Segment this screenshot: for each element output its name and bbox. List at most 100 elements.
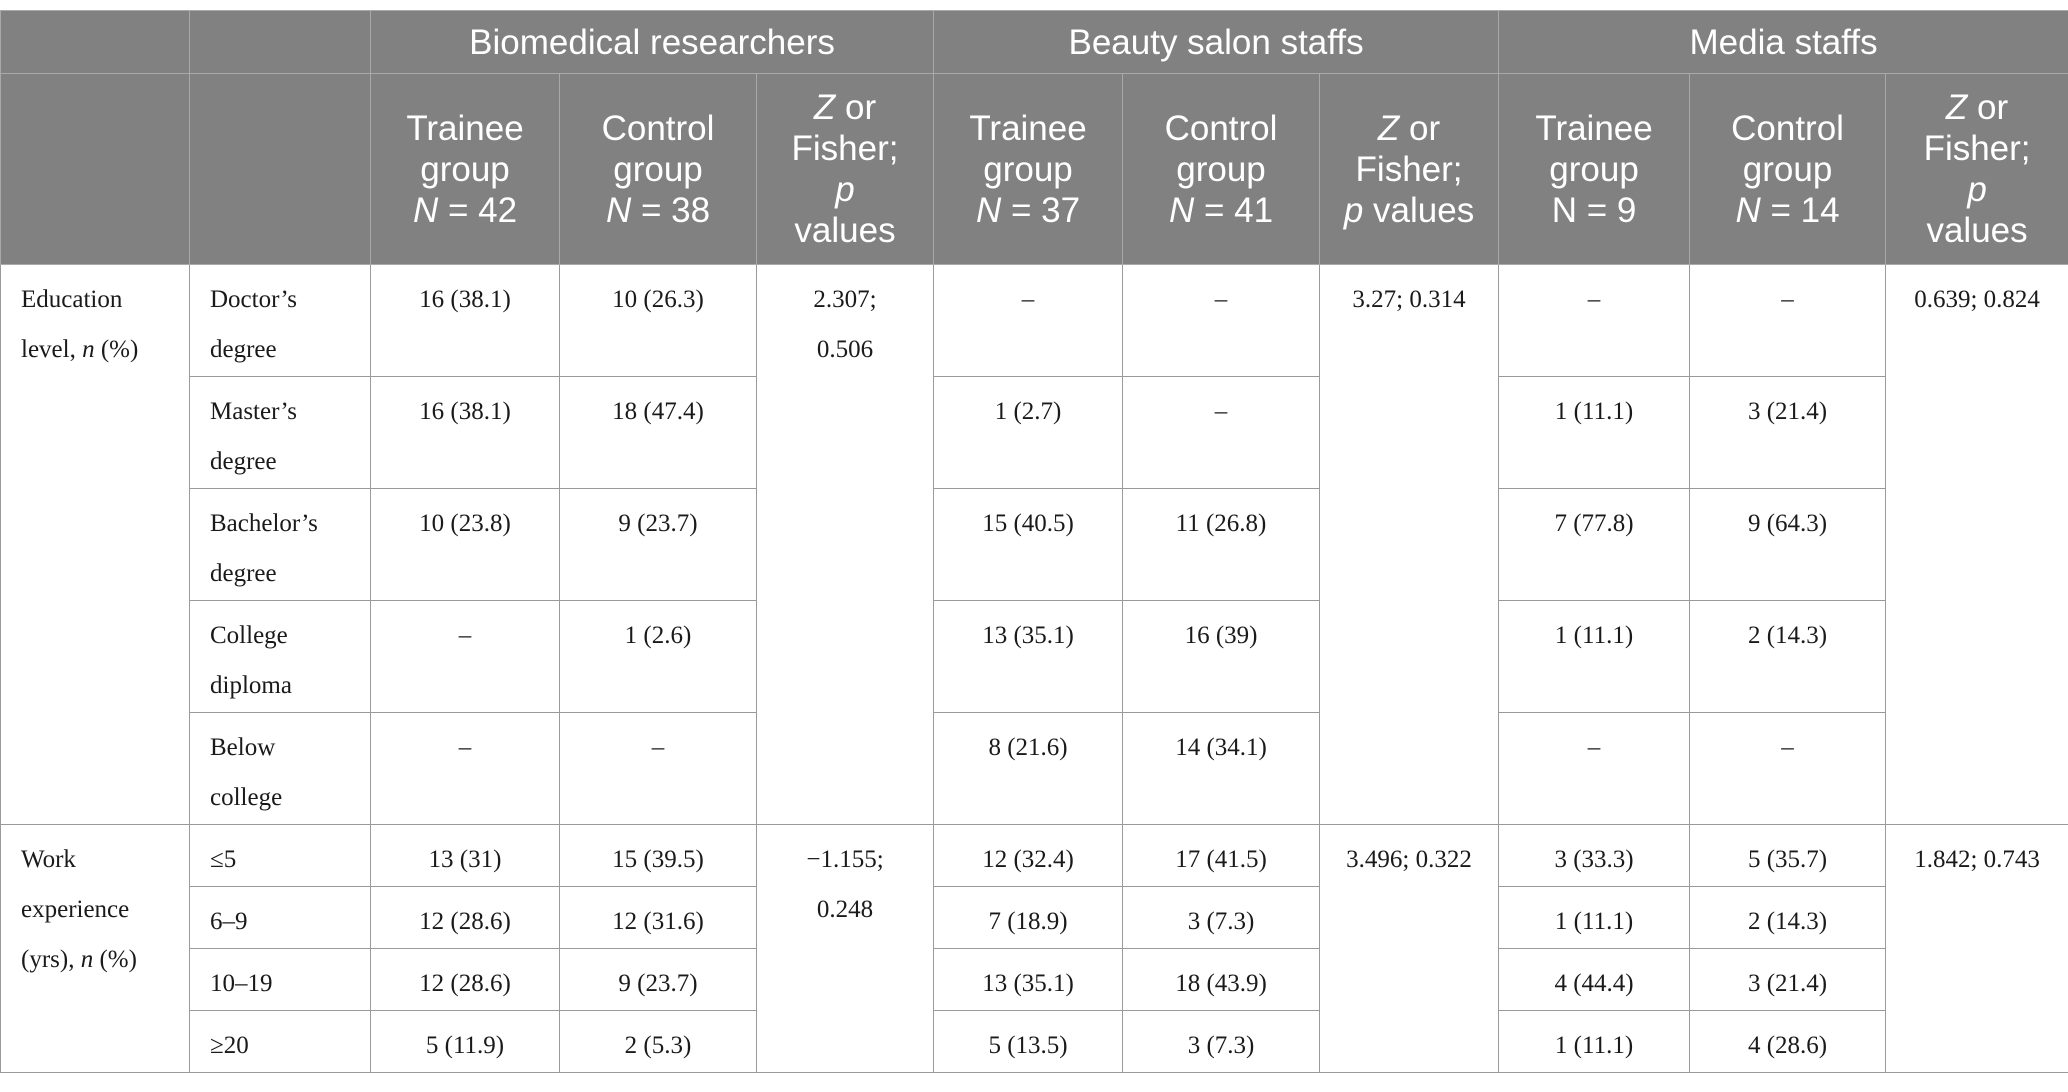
- cell: 3 (7.3): [1122, 886, 1321, 949]
- demographics-table: Biomedical researchers Beauty salon staf…: [0, 10, 2068, 1073]
- table-body: Education level, n (%) Doctor’s degree 16…: [0, 264, 2068, 1073]
- cell: –: [559, 712, 757, 825]
- stat-cell-bio-education: 2.307; 0.506: [755, 264, 935, 825]
- col-header-media-stat: Z or Fisher; p values: [1885, 73, 2068, 265]
- cell: –: [1689, 264, 1887, 377]
- cell: 7 (18.9): [933, 886, 1124, 949]
- cell: 4 (28.6): [1689, 1010, 1887, 1073]
- cell: 1 (11.1): [1498, 600, 1691, 713]
- sub-label: ≥20: [189, 1010, 371, 1073]
- cell: 9 (64.3): [1689, 488, 1887, 601]
- cell: 1 (11.1): [1498, 1010, 1691, 1073]
- group-header-biomedical: Biomedical researchers: [369, 10, 935, 74]
- cell: 3 (7.3): [1122, 1010, 1321, 1073]
- cell: 12 (32.4): [933, 824, 1124, 887]
- sub-label: 6–9: [189, 886, 371, 949]
- col-header-bio-stat: Z or Fisher; p values: [755, 73, 935, 265]
- table-row: Bachelor’s degree 10 (23.8) 9 (23.7) 15 (…: [1, 488, 2068, 601]
- col-header-media-trainee: Trainee group N = 9: [1498, 73, 1691, 265]
- col-header-beauty-trainee: Trainee group N = 37: [933, 73, 1124, 265]
- sub-label: Below college: [189, 712, 371, 825]
- table-row: Education level, n (%) Doctor’s degree 16…: [0, 264, 2068, 825]
- table-header: Biomedical researchers Beauty salon staf…: [0, 10, 2068, 265]
- group-header-row: Biomedical researchers Beauty salon staf…: [0, 10, 2068, 74]
- cell: –: [1498, 712, 1691, 825]
- row-label-education: Education level, n (%): [0, 264, 190, 825]
- cell: 4 (44.4): [1498, 948, 1691, 1011]
- sub-label: Master’s degree: [189, 376, 371, 489]
- sub-label: ≤5: [189, 824, 371, 887]
- group-header-media: Media staffs: [1498, 10, 2068, 74]
- cell: 5 (11.9): [370, 1010, 560, 1073]
- stat-cell-media-work: 1.842; 0.743: [1885, 824, 2068, 1073]
- cell: –: [1122, 264, 1321, 377]
- cell: 3 (21.4): [1689, 948, 1887, 1011]
- cell: 16 (39): [1122, 600, 1321, 713]
- cell: 11 (26.8): [1122, 488, 1321, 601]
- cell: 9 (23.7): [559, 948, 757, 1011]
- row-label-work-experience: Work experience (yrs), n (%): [0, 824, 190, 1073]
- cell: 13 (35.1): [933, 600, 1124, 713]
- stat-cell-media-education: 0.639; 0.824: [1885, 264, 2068, 825]
- cell: 16 (38.1): [370, 376, 560, 489]
- cell: 17 (41.5): [1122, 824, 1321, 887]
- table-row: College diploma – 1 (2.6) 13 (35.1) 16 (3…: [1, 600, 2068, 713]
- empty-header-cell: [0, 73, 190, 265]
- cell: 1 (2.7): [933, 376, 1124, 489]
- cell: 3 (33.3): [1498, 824, 1691, 887]
- stat-cell-beauty-education: 3.27; 0.314: [1319, 264, 1500, 825]
- cell: 3 (21.4): [1689, 376, 1887, 489]
- sub-label: Doctor’s degree: [189, 264, 371, 377]
- cell: 10 (26.3): [559, 264, 757, 377]
- cell: 8 (21.6): [933, 712, 1124, 825]
- cell: 5 (13.5): [933, 1010, 1124, 1073]
- cell: 12 (31.6): [559, 886, 757, 949]
- cell: 12 (28.6): [370, 948, 560, 1011]
- table-row: Below college – – 8 (21.6) 14 (34.1) – –: [1, 712, 2068, 825]
- col-header-bio-trainee: Trainee group N = 42: [370, 73, 560, 265]
- cell: 2 (5.3): [559, 1010, 757, 1073]
- empty-header-cell: [189, 10, 371, 74]
- cell: 1 (11.1): [1498, 376, 1691, 489]
- cell: 1 (2.6): [559, 600, 757, 713]
- cell: 13 (31): [370, 824, 560, 887]
- cell: –: [933, 264, 1124, 377]
- col-header-beauty-stat: Z or Fisher; p values: [1319, 73, 1500, 265]
- cell: 9 (23.7): [559, 488, 757, 601]
- table-row: Work experience (yrs), n (%) ≤5 13 (31) …: [0, 824, 2068, 1073]
- col-header-beauty-control: Control group N = 41: [1122, 73, 1321, 265]
- table-row: 6–9 12 (28.6) 12 (31.6) 7 (18.9) 3 (7.3)…: [1, 886, 2068, 949]
- stat-cell-bio-work: −1.155; 0.248: [755, 824, 935, 1073]
- sub-label: College diploma: [189, 600, 371, 713]
- table-row: ≥20 5 (11.9) 2 (5.3) 5 (13.5) 3 (7.3) 1 …: [1, 1010, 2068, 1073]
- cell: 18 (43.9): [1122, 948, 1321, 1011]
- cell: 1 (11.1): [1498, 886, 1691, 949]
- col-header-bio-control: Control group N = 38: [559, 73, 757, 265]
- cell: –: [1498, 264, 1691, 377]
- cell: 2 (14.3): [1689, 886, 1887, 949]
- table-row: 10–19 12 (28.6) 9 (23.7) 13 (35.1) 18 (4…: [1, 948, 2068, 1011]
- empty-header-cell: [189, 73, 371, 265]
- cell: 14 (34.1): [1122, 712, 1321, 825]
- table-row: Master’s degree 16 (38.1) 18 (47.4) 1 (2.…: [1, 376, 2068, 489]
- empty-header-cell: [0, 10, 190, 74]
- cell: 12 (28.6): [370, 886, 560, 949]
- table-container: Biomedical researchers Beauty salon staf…: [0, 10, 2068, 1073]
- cell: 15 (40.5): [933, 488, 1124, 601]
- column-header-row: Trainee group N = 42 Control group N = 3…: [0, 73, 2068, 265]
- cell: 16 (38.1): [370, 264, 560, 377]
- cell: –: [370, 600, 560, 713]
- sub-label: 10–19: [189, 948, 371, 1011]
- sub-label: Bachelor’s degree: [189, 488, 371, 601]
- cell: 18 (47.4): [559, 376, 757, 489]
- cell: 13 (35.1): [933, 948, 1124, 1011]
- cell: 7 (77.8): [1498, 488, 1691, 601]
- cell: –: [1122, 376, 1321, 489]
- cell: 15 (39.5): [559, 824, 757, 887]
- cell: –: [1689, 712, 1887, 825]
- cell: 2 (14.3): [1689, 600, 1887, 713]
- col-header-media-control: Control group N = 14: [1689, 73, 1887, 265]
- cell: 5 (35.7): [1689, 824, 1887, 887]
- group-header-beauty: Beauty salon staffs: [933, 10, 1500, 74]
- cell: –: [370, 712, 560, 825]
